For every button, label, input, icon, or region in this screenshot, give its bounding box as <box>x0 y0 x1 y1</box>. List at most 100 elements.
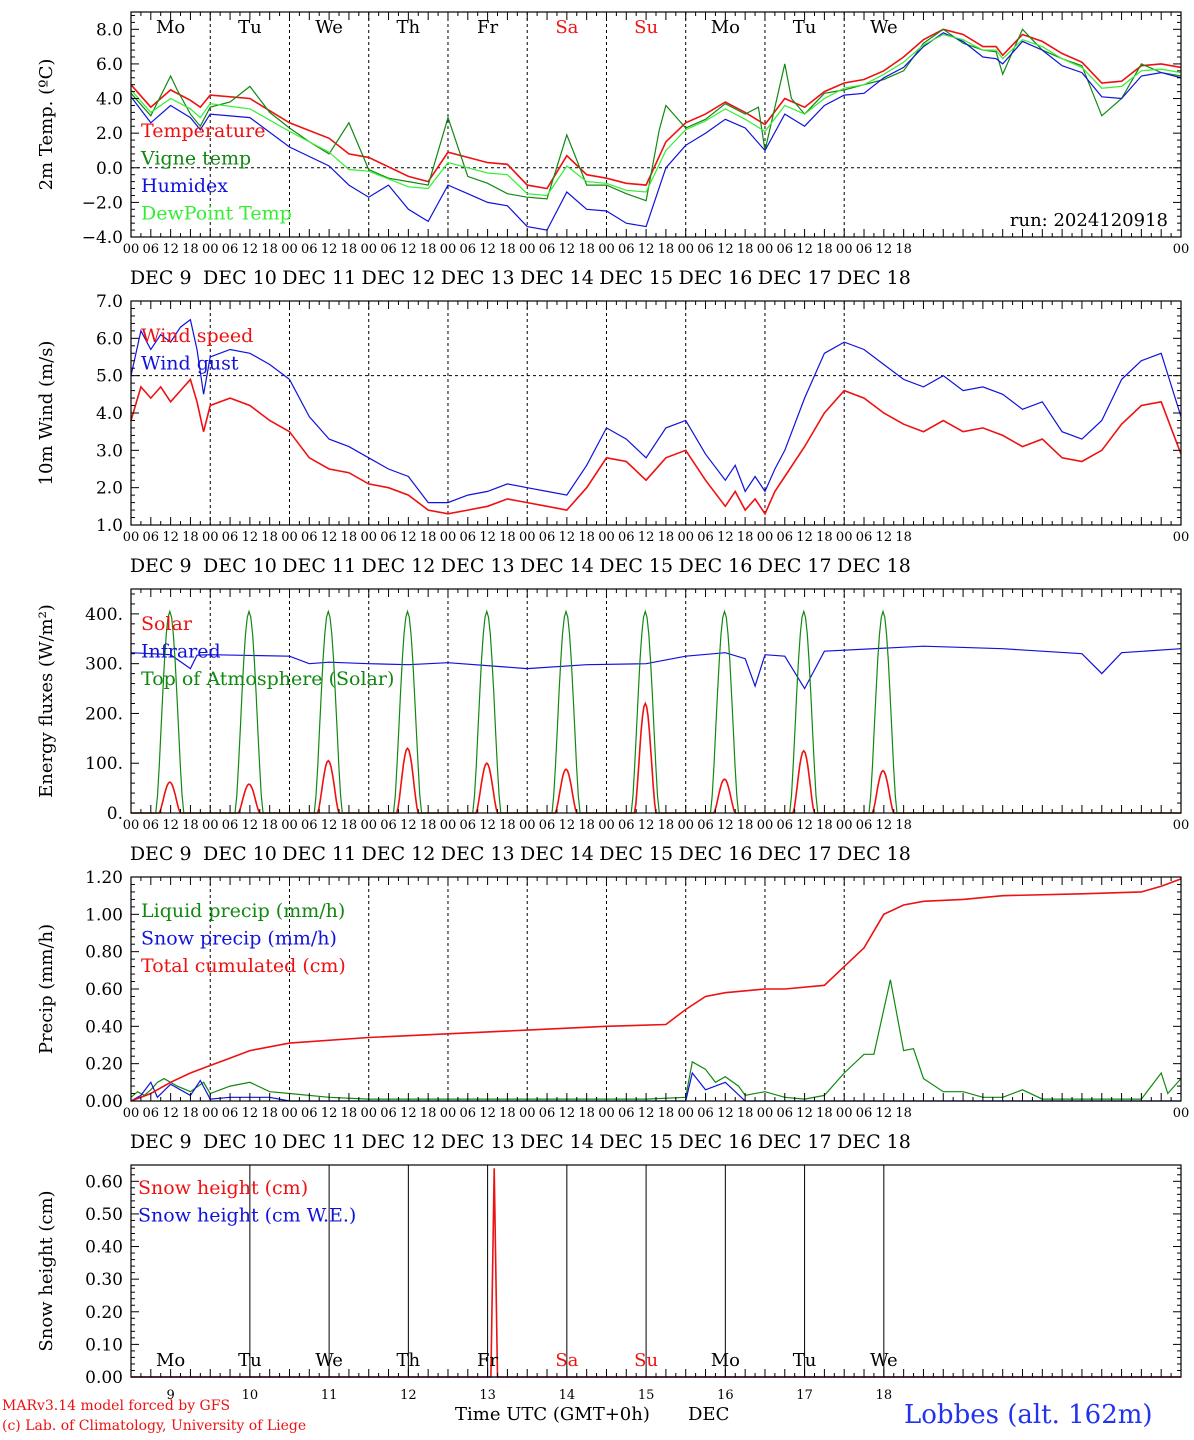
day-number-label: 14 <box>559 1388 576 1403</box>
day-abbrev: Mo <box>156 17 185 38</box>
y-axis-label: Snow height (cm) <box>36 1190 57 1351</box>
hour-label: 18 <box>261 818 278 833</box>
y-tick-label: 2.0 <box>96 479 123 499</box>
hour-label: 12 <box>717 818 734 833</box>
legend-entry: Vigne temp <box>140 148 251 170</box>
hour-label: 00 <box>202 818 219 833</box>
hour-label: 00 <box>202 242 219 257</box>
hour-label: 18 <box>261 1106 278 1121</box>
hour-label: 18 <box>737 1106 754 1121</box>
hour-label: 12 <box>876 1106 893 1121</box>
day-abbrev: Su <box>634 1350 658 1371</box>
y-tick-label: 6.0 <box>96 55 123 75</box>
hour-label: 12 <box>242 818 259 833</box>
date-label: DEC 10 <box>203 555 277 577</box>
hour-label: 06 <box>301 1106 318 1121</box>
y-tick-label: 0.60 <box>85 980 123 1000</box>
y-tick-label: 200. <box>85 704 123 724</box>
legend-entry: Temperature <box>141 120 265 142</box>
legend-entry: Snow height (cm W.E.) <box>138 1205 356 1227</box>
day-abbrev: Sa <box>555 1350 578 1371</box>
y-axis-label: Precip (mm/h) <box>36 924 57 1054</box>
hour-label: 06 <box>856 530 873 545</box>
hour-label: 18 <box>341 242 358 257</box>
series-line-dewpoint-temp <box>130 33 1182 197</box>
date-label: DEC 18 <box>837 1131 911 1153</box>
day-abbrev: Tu <box>793 1350 817 1371</box>
date-label: DEC 17 <box>758 1131 832 1153</box>
hour-label: 12 <box>479 242 496 257</box>
day-number-label: 15 <box>638 1388 655 1403</box>
hour-label: 18 <box>341 530 358 545</box>
hour-label: 00 <box>598 242 615 257</box>
hour-label: 18 <box>499 242 516 257</box>
y-tick-label: 0.00 <box>85 1368 123 1388</box>
hour-label: 06 <box>143 818 160 833</box>
hour-label: 18 <box>420 818 437 833</box>
hour-label: 00 <box>360 1106 377 1121</box>
date-label: DEC 15 <box>599 555 673 577</box>
hour-label: 00 <box>757 1106 774 1121</box>
hour-label: 12 <box>796 530 813 545</box>
hour-label: 06 <box>460 818 477 833</box>
hour-label: 06 <box>697 242 714 257</box>
hour-label: 12 <box>242 242 259 257</box>
hour-label: 12 <box>876 242 893 257</box>
date-label: DEC 15 <box>599 267 673 289</box>
hour-label: 00 <box>598 1106 615 1121</box>
hour-label: 12 <box>479 1106 496 1121</box>
hour-label: 06 <box>777 818 794 833</box>
hour-label: 00 <box>1173 1106 1190 1121</box>
date-label: DEC 12 <box>362 843 436 865</box>
hour-label: 00 <box>836 242 853 257</box>
hour-label: 12 <box>876 818 893 833</box>
day-abbrev: We <box>315 1350 343 1371</box>
hour-label: 00 <box>281 242 298 257</box>
hour-label: 18 <box>737 818 754 833</box>
hour-label: 00 <box>757 530 774 545</box>
hour-label: 18 <box>658 818 675 833</box>
hour-label: 12 <box>162 818 179 833</box>
hour-label: 06 <box>856 242 873 257</box>
hour-label: 06 <box>460 1106 477 1121</box>
legend-entry: Snow height (cm) <box>138 1177 308 1199</box>
hour-label: 00 <box>123 1106 140 1121</box>
hour-label: 06 <box>618 1106 635 1121</box>
hour-label: 12 <box>638 818 655 833</box>
y-tick-label: 1.00 <box>85 905 123 925</box>
hour-label: 06 <box>380 530 397 545</box>
y-tick-label: 6.0 <box>96 329 123 349</box>
y-tick-label: 300. <box>85 655 123 675</box>
day-abbrev: Tu <box>238 17 262 38</box>
hour-label: 12 <box>717 242 734 257</box>
day-number-label: 9 <box>166 1388 174 1403</box>
y-tick-label: 0.50 <box>85 1205 123 1225</box>
hour-label: 06 <box>777 242 794 257</box>
hour-label: 00 <box>202 530 219 545</box>
date-label: DEC 17 <box>758 843 832 865</box>
date-label: DEC 13 <box>441 555 515 577</box>
hour-label: 18 <box>182 1106 199 1121</box>
date-label: DEC 18 <box>837 267 911 289</box>
day-abbrev: Mo <box>156 1350 185 1371</box>
day-abbrev: Th <box>397 17 421 38</box>
panel-3: 0. 100. 200. 300. 400. Energy fluxes (W/m²) So… <box>36 588 1189 865</box>
date-label: DEC 10 <box>203 1131 277 1153</box>
day-abbrev: We <box>870 1350 898 1371</box>
hour-label: 18 <box>895 1106 912 1121</box>
date-label: DEC 9 <box>130 1131 192 1153</box>
hour-label: 18 <box>499 818 516 833</box>
panel-frame <box>130 300 1182 526</box>
hour-label: 12 <box>242 1106 259 1121</box>
day-number-label: 18 <box>876 1388 893 1403</box>
day-abbrev: Fr <box>477 1350 498 1371</box>
hour-label: 18 <box>578 242 595 257</box>
hour-label: 18 <box>420 530 437 545</box>
legend-entry: Snow precip (mm/h) <box>141 928 337 950</box>
day-abbrev: Fr <box>477 17 498 38</box>
hour-label: 18 <box>420 1106 437 1121</box>
y-tick-label: 100. <box>85 754 123 774</box>
y-tick-label: 7.0 <box>96 292 123 312</box>
legend-entry: Solar <box>141 613 193 635</box>
